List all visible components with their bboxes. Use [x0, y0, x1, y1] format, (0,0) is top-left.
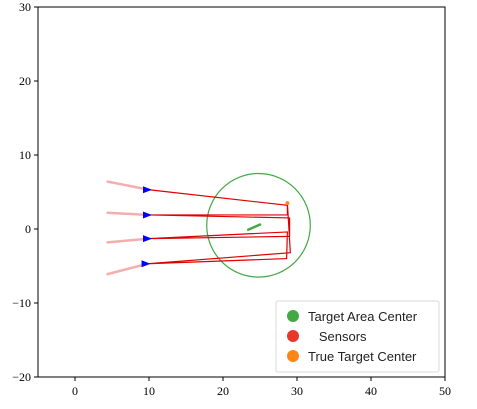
legend: Target Area Center Sensors True Target C…: [275, 300, 440, 373]
sensor-trail: [106, 262, 149, 276]
legend-marker-true-target-center: [287, 350, 299, 362]
x-tick-label: 50: [439, 384, 451, 398]
x-tick-label: 0: [72, 384, 78, 398]
legend-entry-sensors: Sensors: [287, 329, 367, 344]
target-area-circle: [206, 172, 311, 278]
y-tick-label: 10: [19, 148, 31, 162]
x-tick-label: 10: [143, 384, 155, 398]
legend-box: [275, 300, 440, 373]
y-tick-label: 0: [25, 222, 31, 236]
true-target-center-point: [285, 201, 290, 206]
sensor-marker: [143, 186, 152, 194]
sensor-trail: [106, 211, 151, 217]
y-axis-ticks: −20 −10 0 10 20 30: [12, 0, 38, 384]
sensor-trail: [106, 237, 151, 244]
y-tick-label: −20: [12, 370, 31, 384]
legend-label-target-area-center: Target Area Center: [308, 309, 418, 324]
sensor-path-line: [147, 189, 291, 265]
sensor-marker: [143, 235, 152, 243]
legend-marker-target-area-center: [287, 310, 299, 322]
target-area-center-marker: [246, 223, 262, 231]
legend-entry-target-area-center: Target Area Center: [287, 309, 418, 324]
legend-label-true-target-center: True Target Center: [308, 349, 417, 364]
sensor-marker: [143, 211, 152, 219]
sensor-trails: [106, 180, 151, 276]
y-tick-label: −10: [12, 296, 31, 310]
x-tick-label: 40: [365, 384, 377, 398]
x-tick-label: 30: [291, 384, 303, 398]
sensor-trail: [106, 180, 151, 192]
y-tick-label: 20: [19, 74, 31, 88]
legend-entry-true-target-center: True Target Center: [287, 349, 417, 364]
x-tick-label: 20: [217, 384, 229, 398]
x-axis-ticks: 0 10 20 30 40 50: [72, 377, 451, 398]
legend-marker-sensors: [287, 330, 299, 342]
y-tick-label: 30: [19, 0, 31, 14]
legend-label-sensors: Sensors: [308, 329, 367, 344]
sensor-markers: [141, 186, 152, 268]
sensor-marker: [141, 260, 151, 268]
